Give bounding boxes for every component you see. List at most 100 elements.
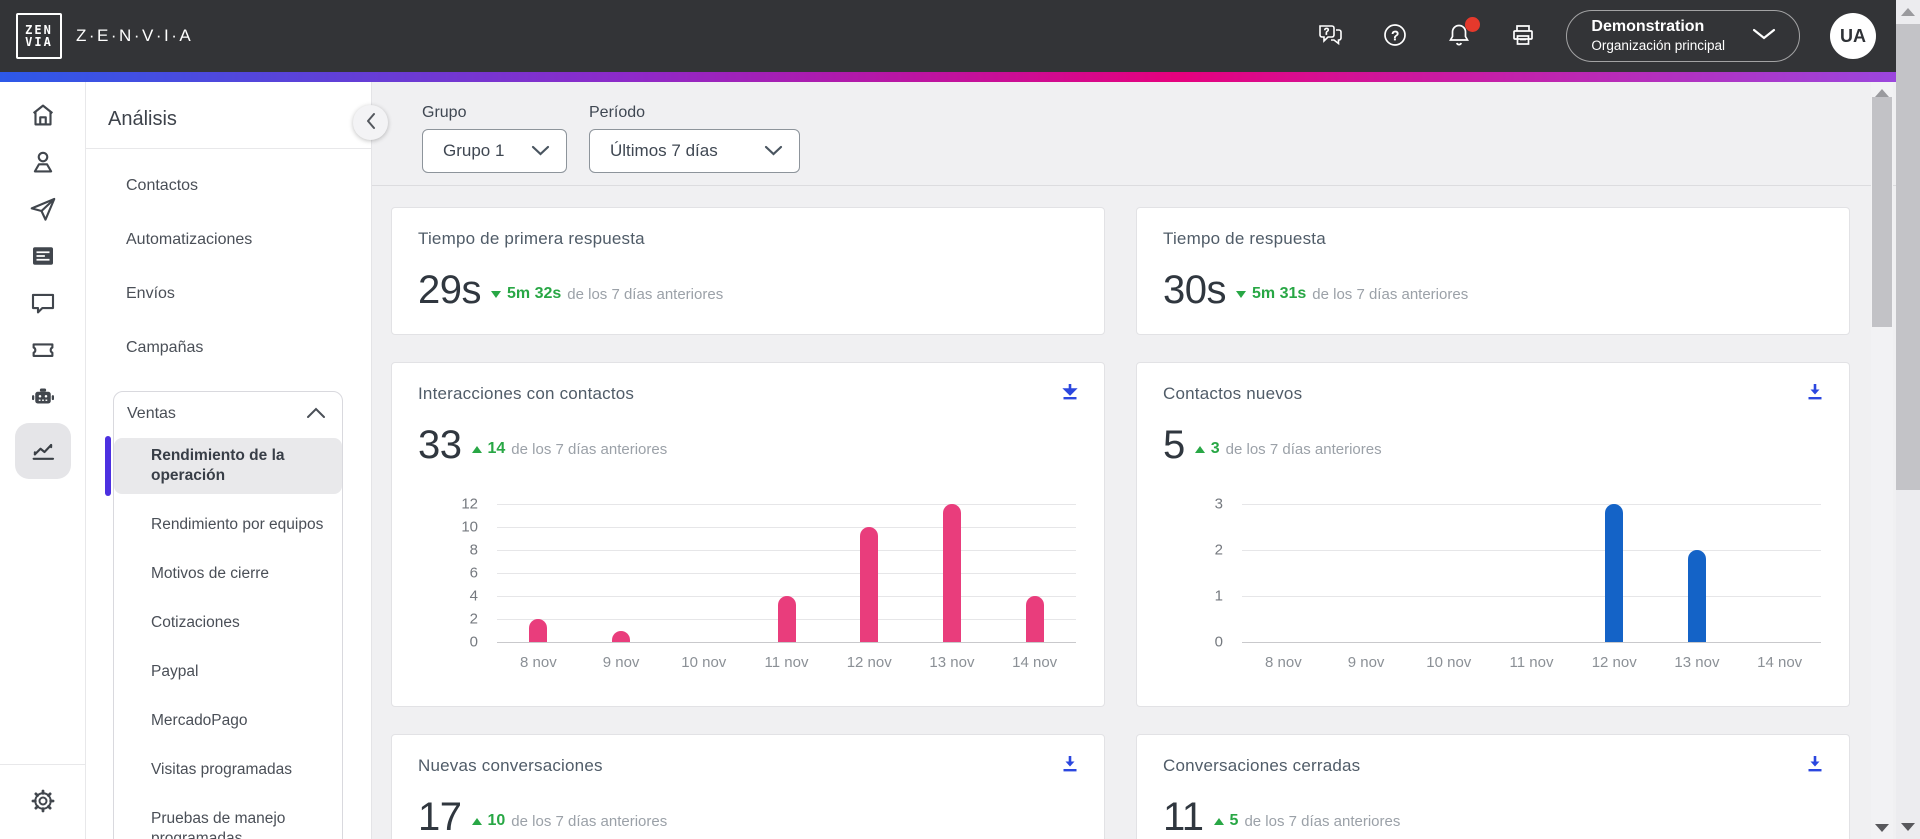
news-icon [28,241,58,274]
bar [1605,504,1624,642]
sidebar-group-toggle[interactable]: Ventas [114,405,342,423]
scrollbar-thumb[interactable] [1872,97,1892,327]
y-axis-label: 4 [469,587,478,605]
bar-slot [911,504,994,642]
bar-slot [1407,504,1490,642]
logo-line2: VIA [25,35,53,49]
sidebar-title: Análisis [108,108,177,130]
card-tiempo-de-respuesta: Tiempo de respuesta 30s 5m 31s de los 7 … [1136,207,1850,335]
sidebar-collapse-button[interactable] [353,105,388,140]
group-select[interactable]: Grupo 1 [422,129,567,173]
delta-suffix: de los 7 días anteriores [1312,285,1469,303]
browser-scrollbar[interactable] [1896,0,1920,839]
scroll-down-arrow[interactable] [1875,824,1889,832]
sidebar-subitem-pruebas-de-manejo-programadas[interactable]: Pruebas de manejo programadas [151,810,286,839]
download-button[interactable] [1801,751,1829,779]
scroll-up-arrow[interactable] [1875,89,1889,97]
sidebar-subitem-rendimiento-por-equipos[interactable]: Rendimiento por equipos [151,516,324,533]
sidebar-subitem-paypal[interactable]: Paypal [151,663,199,680]
y-axis-label: 0 [469,633,478,651]
stat-value: 11 [1163,795,1204,839]
rail-item-bot[interactable] [15,376,71,420]
bar-slot [662,504,745,642]
bar [777,596,796,642]
rail-item-news[interactable] [15,235,71,279]
bar-slot [1242,504,1325,642]
rail-item-settings[interactable] [15,780,71,824]
send-icon [28,194,58,227]
stat-row: 30s 5m 31s de los 7 días anteriores [1163,269,1825,311]
card-title: Nuevas conversaciones [418,756,603,775]
rail-item-analytics[interactable] [14,423,71,479]
delta-suffix: de los 7 días anteriores [511,440,668,458]
x-axis-label: 13 nov [929,654,975,671]
page-scrollbar[interactable] [1871,82,1893,839]
period-select[interactable]: Últimos 7 días [589,129,800,173]
sidebar-item-automatizaciones[interactable]: Automatizaciones [126,229,252,251]
stat-delta: 5 de los 7 días anteriores [1213,812,1400,830]
sidebar-subitem-motivos-de-cierre[interactable]: Motivos de cierre [151,565,270,582]
sidebar-subitem-rendimiento-de-la-operación[interactable]: Rendimiento de la operación [105,436,342,496]
delta-value: 10 [487,812,506,829]
rail-item-contacts[interactable] [15,141,71,185]
period-select-value: Últimos 7 días [610,141,718,160]
rail-item-ticket[interactable] [15,329,71,373]
sidebar-item-campañas[interactable]: Campañas [126,337,203,359]
notifications-button[interactable] [1444,17,1481,51]
y-axis-label: 1 [1214,587,1223,605]
x-axis-label: 8 nov [1265,654,1302,671]
stat-delta: 14 de los 7 días anteriores [471,440,668,458]
user-avatar[interactable]: UA [1830,13,1876,59]
brand-name: Z·E·N·V·I·A [76,26,194,45]
stat-value: 30s [1163,268,1227,312]
bar [942,504,961,642]
scroll-up-arrow[interactable] [1901,8,1915,16]
delta-value: 5m 32s [507,285,562,302]
card-title: Conversaciones cerradas [1163,756,1361,775]
sidebar-subitem-visitas-programadas[interactable]: Visitas programadas [151,761,293,778]
download-button[interactable] [1801,379,1829,407]
sidebar-group-label: Ventas [127,405,176,422]
card-interacciones-con-contactos: Interacciones con contactos [391,362,1105,707]
scrollbar-thumb[interactable] [1896,24,1920,490]
card-tiempo-primera-respuesta: Tiempo de primera respuesta 29s 5m 32s d… [391,207,1105,335]
y-axis-label: 12 [461,495,478,513]
brand-gradient-bar [0,72,1896,82]
group-filter-label: Grupo [422,104,467,121]
delta-arrow-icon [471,817,482,825]
robot-icon [28,382,58,415]
rail-item-home[interactable] [15,94,71,138]
organization-switcher[interactable]: Demonstration Organización principal [1566,10,1800,62]
notification-badge [1465,17,1481,32]
brand: ZEN VIA Z·E·N·V·I·A [16,13,193,59]
print-button[interactable] [1508,21,1538,51]
stat-row: 5 3 de los 7 días anteriores [1163,424,1825,466]
rail-item-chat[interactable] [15,282,71,326]
card-title: Contactos nuevos [1163,384,1303,403]
rail-item-send[interactable] [15,188,71,232]
y-axis-label: 3 [1214,495,1223,513]
help-button[interactable]: ? [1380,21,1410,51]
download-button[interactable] [1056,379,1084,407]
card-nuevas-conversaciones: Nuevas conversaciones 17 [391,734,1105,839]
plot-area [497,504,1076,643]
sidebar-item-envíos[interactable]: Envíos [126,283,175,305]
bars [497,504,1076,642]
stat-delta: 5m 32s de los 7 días anteriores [491,285,723,303]
chevron-left-icon [365,112,377,133]
download-button[interactable] [1056,751,1084,779]
bar [1025,596,1044,642]
x-axis-label: 8 nov [520,654,557,671]
chat-question-button[interactable]: ? [1316,21,1346,51]
download-icon [1060,754,1080,777]
chevron-down-icon [531,141,550,161]
sidebar-subitem-cotizaciones[interactable]: Cotizaciones [151,614,240,631]
card-title: Tiempo de primera respuesta [418,229,645,248]
download-icon [1060,382,1080,405]
sidebar-item-contactos[interactable]: Contactos [126,175,198,197]
sidebar-subitem-mercadopago[interactable]: MercadoPago [151,712,248,729]
analytics-icon [28,435,58,468]
scroll-down-arrow[interactable] [1901,823,1915,831]
gear-icon [29,787,57,818]
x-axis-label: 10 nov [1426,654,1472,671]
